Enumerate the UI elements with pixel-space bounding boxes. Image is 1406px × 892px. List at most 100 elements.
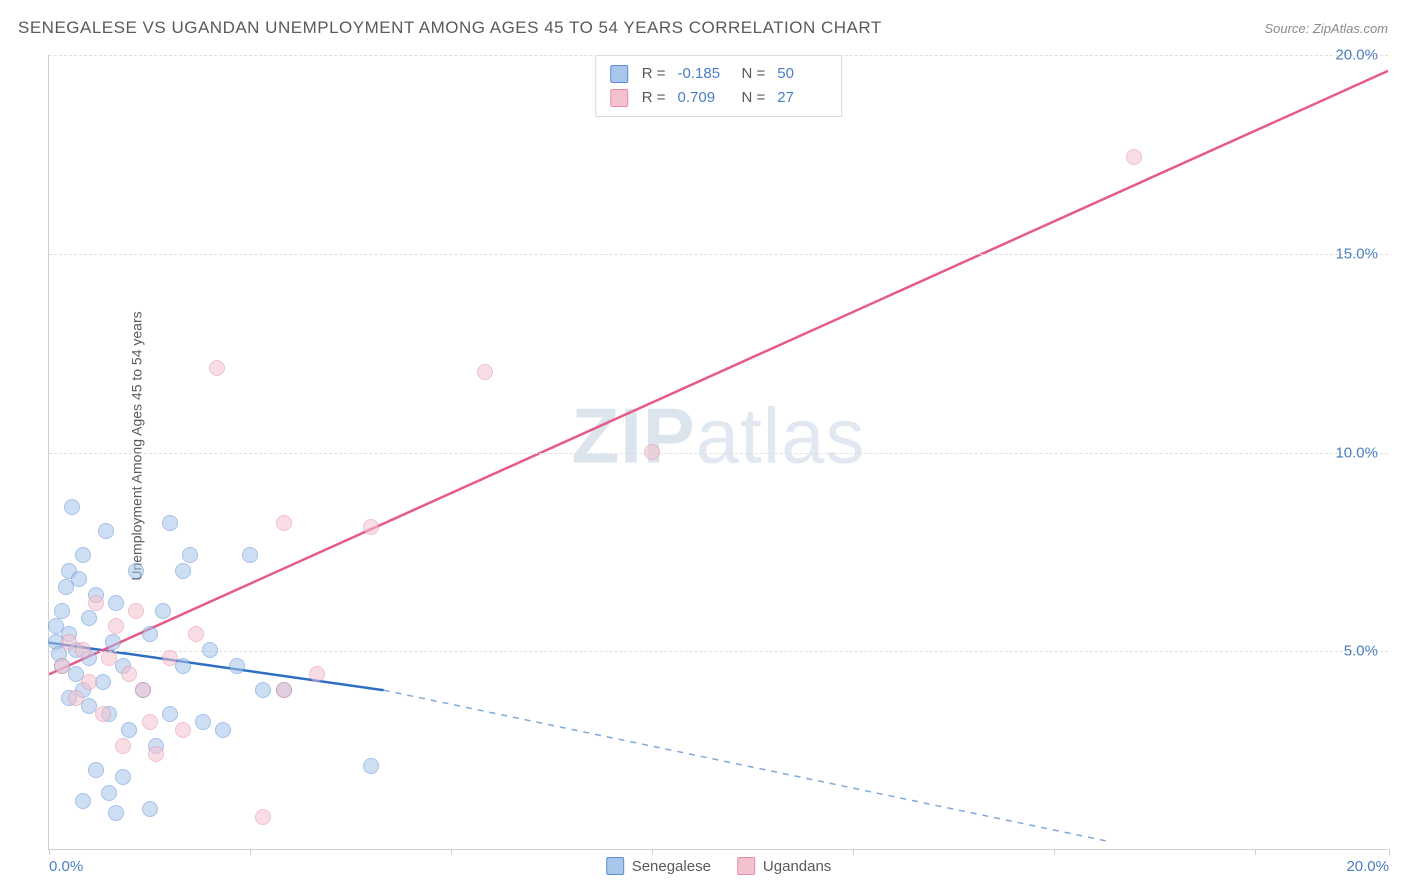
legend-row: R = 0.709 N = 27	[610, 86, 828, 110]
data-point	[142, 626, 158, 642]
title-bar: SENEGALESE VS UGANDAN UNEMPLOYMENT AMONG…	[18, 18, 1388, 38]
data-point	[195, 714, 211, 730]
legend-label: Senegalese	[632, 858, 711, 875]
data-point	[148, 746, 164, 762]
y-tick-label: 20.0%	[1335, 47, 1378, 64]
data-point	[88, 762, 104, 778]
data-point	[276, 515, 292, 531]
data-point	[75, 793, 91, 809]
x-tick	[853, 849, 854, 855]
correlation-legend: R = -0.185 N = 50 R = 0.709 N = 27	[595, 55, 843, 117]
data-point	[105, 634, 121, 650]
watermark: ZIPatlas	[571, 391, 865, 482]
data-point	[309, 666, 325, 682]
data-point	[242, 547, 258, 563]
data-point	[128, 603, 144, 619]
series-legend: Senegalese Ugandans	[606, 857, 832, 875]
data-point	[1126, 149, 1142, 165]
n-label: N =	[742, 86, 766, 110]
x-tick-label: 20.0%	[1346, 858, 1389, 875]
gridline	[49, 453, 1388, 454]
data-point	[175, 658, 191, 674]
data-point	[115, 738, 131, 754]
data-point	[135, 682, 151, 698]
data-point	[64, 499, 80, 515]
data-point	[255, 682, 271, 698]
data-point	[162, 515, 178, 531]
legend-swatch	[737, 857, 755, 875]
legend-item: Ugandans	[737, 857, 831, 875]
data-point	[88, 595, 104, 611]
data-point	[202, 642, 218, 658]
x-tick	[1255, 849, 1256, 855]
watermark-bold: ZIP	[571, 392, 695, 480]
x-tick	[250, 849, 251, 855]
data-point	[644, 444, 660, 460]
data-point	[142, 801, 158, 817]
data-point	[477, 364, 493, 380]
data-point	[175, 563, 191, 579]
data-point	[54, 603, 70, 619]
gridline	[49, 651, 1388, 652]
data-point	[75, 642, 91, 658]
watermark-light: atlas	[696, 392, 866, 480]
data-point	[121, 666, 137, 682]
gridline	[49, 254, 1388, 255]
legend-swatch	[606, 857, 624, 875]
x-tick	[49, 849, 50, 855]
legend-row: R = -0.185 N = 50	[610, 62, 828, 86]
n-value: 50	[777, 62, 827, 86]
n-value: 27	[777, 86, 827, 110]
data-point	[142, 714, 158, 730]
legend-label: Ugandans	[763, 858, 831, 875]
r-value: -0.185	[678, 62, 728, 86]
x-tick	[1389, 849, 1390, 855]
data-point	[121, 722, 137, 738]
data-point	[162, 706, 178, 722]
data-point	[108, 595, 124, 611]
y-tick-label: 15.0%	[1335, 245, 1378, 262]
data-point	[108, 618, 124, 634]
r-label: R =	[642, 62, 666, 86]
r-label: R =	[642, 86, 666, 110]
n-label: N =	[742, 62, 766, 86]
data-point	[115, 769, 131, 785]
data-point	[68, 690, 84, 706]
data-point	[229, 658, 245, 674]
data-point	[54, 658, 70, 674]
legend-item: Senegalese	[606, 857, 711, 875]
data-point	[182, 547, 198, 563]
data-point	[162, 650, 178, 666]
y-tick-label: 5.0%	[1344, 643, 1378, 660]
data-point	[175, 722, 191, 738]
data-point	[128, 563, 144, 579]
data-point	[71, 571, 87, 587]
data-point	[98, 523, 114, 539]
data-point	[188, 626, 204, 642]
x-tick	[652, 849, 653, 855]
data-point	[101, 650, 117, 666]
data-point	[363, 758, 379, 774]
data-point	[363, 519, 379, 535]
x-tick	[451, 849, 452, 855]
data-point	[95, 706, 111, 722]
data-point	[155, 603, 171, 619]
legend-swatch	[610, 65, 628, 83]
x-tick-label: 0.0%	[49, 858, 83, 875]
data-point	[215, 722, 231, 738]
source-label: Source: ZipAtlas.com	[1264, 21, 1388, 36]
data-point	[75, 547, 91, 563]
x-tick	[1054, 849, 1055, 855]
scatter-plot-area: ZIPatlas R = -0.185 N = 50 R = 0.709 N =…	[48, 55, 1388, 850]
y-tick-label: 10.0%	[1335, 444, 1378, 461]
data-point	[81, 610, 97, 626]
data-point	[108, 805, 124, 821]
gridline	[49, 55, 1388, 56]
legend-swatch	[610, 89, 628, 107]
data-point	[209, 360, 225, 376]
data-point	[255, 809, 271, 825]
r-value: 0.709	[678, 86, 728, 110]
data-point	[276, 682, 292, 698]
data-point	[81, 674, 97, 690]
chart-title: SENEGALESE VS UGANDAN UNEMPLOYMENT AMONG…	[18, 18, 882, 38]
